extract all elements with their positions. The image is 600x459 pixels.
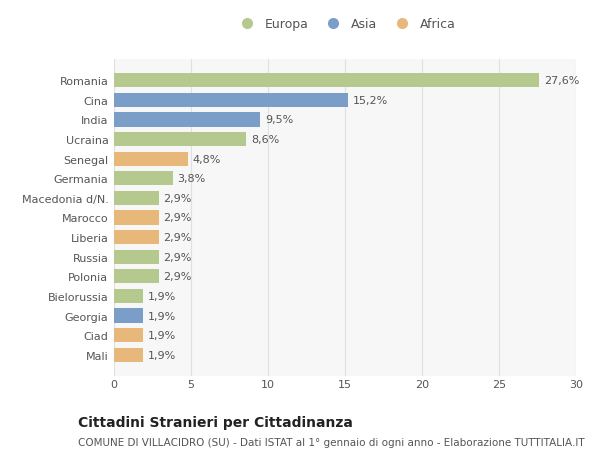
Bar [114,309,143,323]
Bar [114,269,158,284]
Bar [114,172,173,186]
Text: COMUNE DI VILLACIDRO (SU) - Dati ISTAT al 1° gennaio di ogni anno - Elaborazione: COMUNE DI VILLACIDRO (SU) - Dati ISTAT a… [78,437,584,447]
Text: 2,9%: 2,9% [163,252,191,262]
Text: 2,9%: 2,9% [163,233,191,242]
Text: 8,6%: 8,6% [251,135,280,145]
Text: 2,9%: 2,9% [163,272,191,282]
Text: 2,9%: 2,9% [163,194,191,203]
Bar [114,133,247,147]
Bar [114,328,143,342]
Bar [114,74,539,88]
Text: 15,2%: 15,2% [353,95,388,106]
Legend: Europa, Asia, Africa: Europa, Asia, Africa [235,18,455,31]
Text: 1,9%: 1,9% [148,350,176,360]
Text: 1,9%: 1,9% [148,291,176,301]
Text: Cittadini Stranieri per Cittadinanza: Cittadini Stranieri per Cittadinanza [78,415,353,429]
Text: 1,9%: 1,9% [148,330,176,341]
Text: 1,9%: 1,9% [148,311,176,321]
Text: 2,9%: 2,9% [163,213,191,223]
Text: 3,8%: 3,8% [177,174,205,184]
Bar [114,211,158,225]
Bar [114,289,143,303]
Bar [114,230,158,245]
Bar [114,250,158,264]
Text: 27,6%: 27,6% [544,76,579,86]
Text: 4,8%: 4,8% [193,154,221,164]
Bar [114,113,260,127]
Bar [114,152,188,167]
Bar [114,94,348,108]
Bar [114,348,143,362]
Bar [114,191,158,206]
Text: 9,5%: 9,5% [265,115,293,125]
